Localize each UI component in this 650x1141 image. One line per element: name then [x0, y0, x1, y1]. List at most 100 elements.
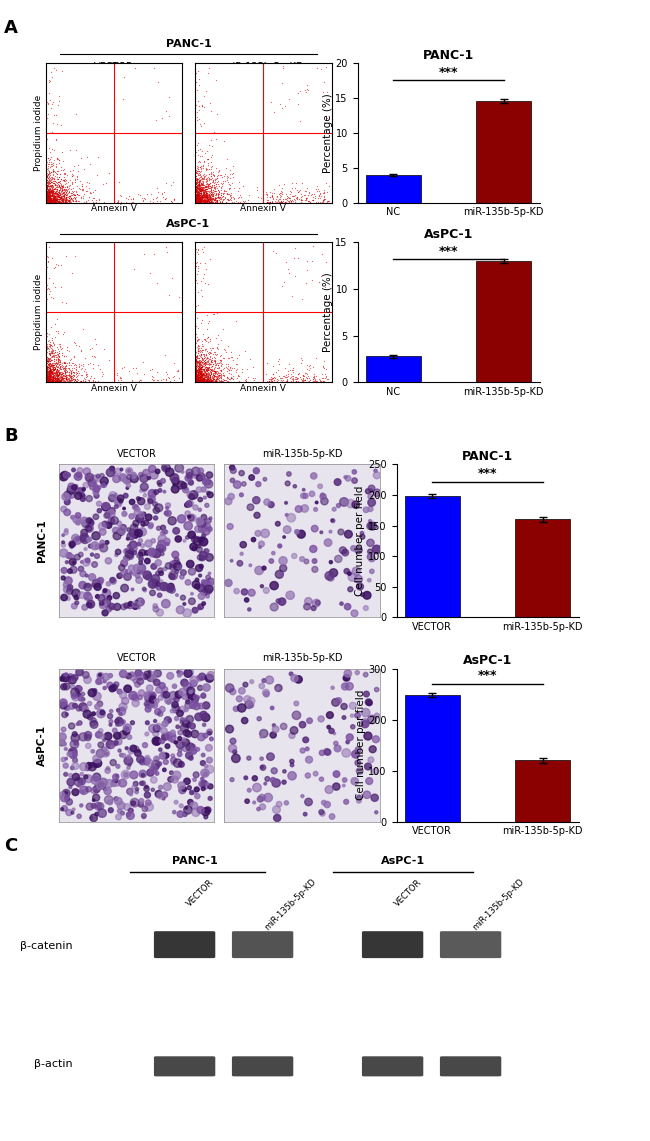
Point [191, 254, 202, 273]
Circle shape [164, 539, 170, 544]
Point [47, 364, 57, 382]
Point [42, 193, 53, 211]
Point [313, 181, 324, 200]
Circle shape [157, 480, 161, 485]
Point [79, 362, 89, 380]
Point [205, 362, 215, 380]
Point [195, 359, 205, 378]
Point [207, 370, 217, 388]
Point [283, 89, 294, 107]
Point [202, 371, 213, 389]
Point [195, 370, 205, 388]
Point [212, 345, 222, 363]
Point [198, 366, 209, 385]
Point [197, 366, 207, 385]
Point [44, 362, 54, 380]
Point [56, 177, 66, 195]
Point [204, 136, 214, 154]
Point [42, 165, 52, 184]
Point [198, 341, 208, 359]
Point [49, 372, 59, 390]
Point [200, 372, 210, 390]
Point [47, 373, 58, 391]
Point [196, 363, 206, 381]
Circle shape [165, 468, 174, 476]
Point [45, 193, 55, 211]
Point [209, 192, 220, 210]
Point [198, 181, 208, 200]
Point [211, 372, 221, 390]
Point [196, 370, 206, 388]
Circle shape [149, 466, 156, 472]
Point [193, 189, 203, 208]
Point [45, 371, 55, 389]
Point [195, 186, 205, 204]
Point [190, 185, 201, 203]
Circle shape [294, 701, 299, 706]
Circle shape [103, 589, 107, 592]
Point [193, 364, 203, 382]
Point [196, 343, 207, 362]
Circle shape [304, 812, 307, 816]
Point [192, 180, 202, 199]
Point [46, 189, 56, 208]
Point [190, 73, 201, 91]
Point [200, 372, 210, 390]
Point [214, 361, 225, 379]
Point [45, 349, 55, 367]
Point [112, 192, 123, 210]
Point [41, 369, 51, 387]
Point [57, 189, 67, 208]
Point [191, 353, 202, 371]
Point [207, 362, 218, 380]
Point [44, 371, 55, 389]
Point [282, 372, 293, 390]
Point [190, 189, 201, 208]
Circle shape [202, 589, 208, 596]
Circle shape [169, 574, 174, 578]
Point [193, 357, 203, 375]
Circle shape [101, 750, 109, 756]
Point [113, 371, 124, 389]
Point [44, 179, 55, 197]
Circle shape [74, 594, 79, 600]
Circle shape [374, 469, 377, 472]
Point [203, 372, 214, 390]
Point [201, 372, 211, 390]
Point [66, 264, 77, 282]
Point [216, 357, 227, 375]
Point [81, 369, 92, 387]
Point [193, 372, 203, 390]
Point [196, 373, 207, 391]
Circle shape [178, 671, 183, 675]
Point [48, 346, 58, 364]
Point [196, 159, 206, 177]
X-axis label: Annexin V: Annexin V [91, 204, 136, 213]
Point [209, 170, 220, 188]
Point [194, 363, 205, 381]
Point [291, 373, 302, 391]
Point [49, 372, 60, 390]
Point [192, 170, 202, 188]
Point [53, 178, 64, 196]
Point [46, 191, 56, 209]
Point [173, 363, 183, 381]
Circle shape [101, 482, 107, 487]
Circle shape [124, 756, 133, 766]
Point [58, 189, 68, 208]
Point [51, 181, 62, 200]
Point [206, 130, 216, 148]
Circle shape [85, 474, 94, 482]
Point [200, 181, 210, 200]
Circle shape [166, 503, 170, 508]
Point [190, 365, 201, 383]
Point [197, 358, 207, 377]
Point [44, 193, 54, 211]
Circle shape [87, 537, 92, 542]
Point [62, 354, 72, 372]
Point [203, 59, 214, 78]
Point [277, 193, 287, 211]
Circle shape [252, 776, 257, 780]
Point [195, 192, 205, 210]
Point [203, 361, 214, 379]
